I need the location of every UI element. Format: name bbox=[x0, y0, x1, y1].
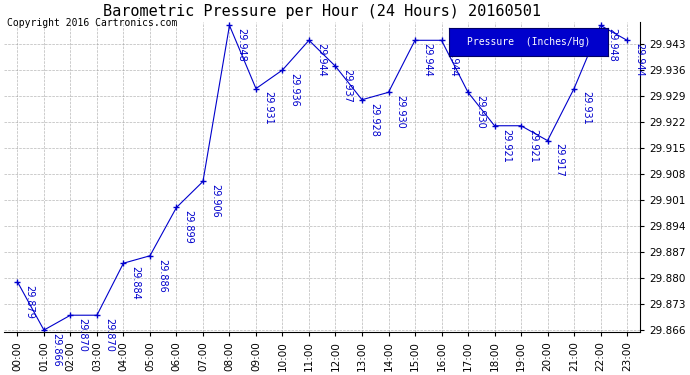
Text: 29.899: 29.899 bbox=[184, 210, 193, 244]
Text: 29.937: 29.937 bbox=[342, 69, 353, 103]
Title: Barometric Pressure per Hour (24 Hours) 20160501: Barometric Pressure per Hour (24 Hours) … bbox=[104, 4, 541, 19]
Text: Copyright 2016 Cartronics.com: Copyright 2016 Cartronics.com bbox=[7, 18, 177, 28]
Text: 29.944: 29.944 bbox=[448, 43, 458, 77]
Text: 29.948: 29.948 bbox=[237, 28, 246, 62]
Text: 29.931: 29.931 bbox=[581, 92, 591, 125]
Text: 29.917: 29.917 bbox=[555, 143, 564, 177]
Text: 29.948: 29.948 bbox=[607, 28, 618, 62]
Text: 29.921: 29.921 bbox=[502, 129, 511, 162]
Text: 29.928: 29.928 bbox=[369, 102, 379, 136]
Text: 29.870: 29.870 bbox=[104, 318, 114, 352]
Text: 29.879: 29.879 bbox=[24, 285, 34, 318]
Text: 29.936: 29.936 bbox=[289, 73, 299, 106]
Text: 29.886: 29.886 bbox=[157, 258, 167, 292]
Text: 29.930: 29.930 bbox=[395, 95, 406, 129]
Text: 29.884: 29.884 bbox=[130, 266, 140, 300]
Text: 29.866: 29.866 bbox=[51, 333, 61, 367]
Text: 29.870: 29.870 bbox=[77, 318, 88, 352]
Text: 29.931: 29.931 bbox=[263, 92, 273, 125]
Text: 29.944: 29.944 bbox=[316, 43, 326, 77]
Text: 29.921: 29.921 bbox=[528, 129, 538, 162]
Text: 29.944: 29.944 bbox=[422, 43, 432, 77]
Text: 29.930: 29.930 bbox=[475, 95, 485, 129]
Text: 29.906: 29.906 bbox=[210, 184, 220, 218]
Text: 29.944: 29.944 bbox=[634, 43, 644, 77]
